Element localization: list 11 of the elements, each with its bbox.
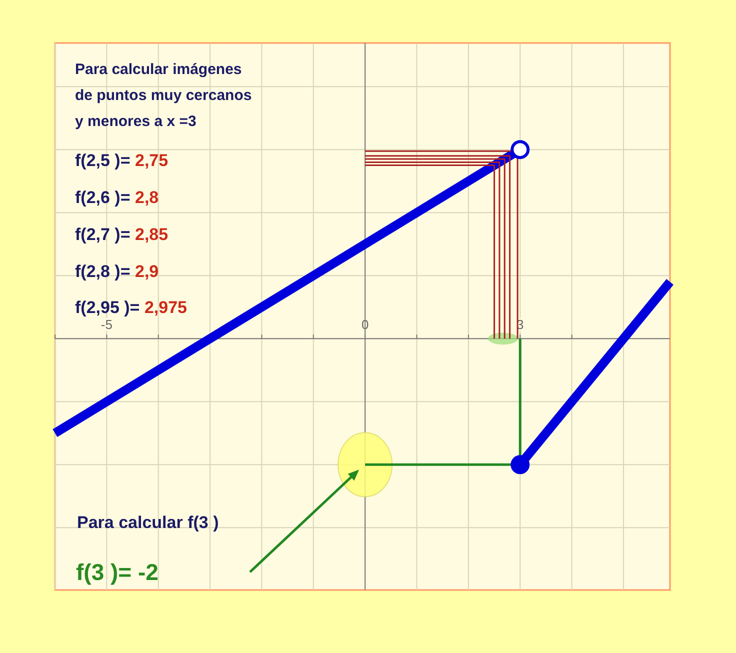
text: f(3 )= -2 [76, 559, 158, 585]
text: Para calcular f(3 ) [77, 513, 219, 532]
annotation: f(2,8 )= 2,9 [75, 262, 159, 281]
annotation: f(2,7 )= 2,85 [75, 225, 168, 244]
text: de puntos muy cercanos [75, 87, 252, 104]
text: y menores a x =3 [75, 113, 196, 130]
annotation: f(2,95 )= 2,975 [75, 298, 187, 317]
annotation: f(2,6 )= 2,8 [75, 188, 159, 207]
annotation: f(2,5 )= 2,75 [75, 151, 168, 170]
x-tick-label: -5 [100, 317, 112, 332]
text: Para calcular imágenes [75, 61, 242, 78]
